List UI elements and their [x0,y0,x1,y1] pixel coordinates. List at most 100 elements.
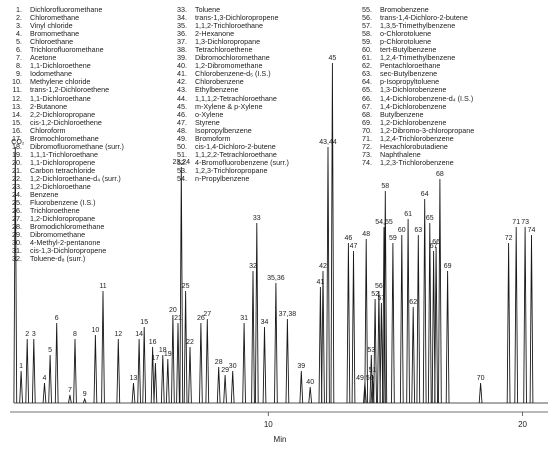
legend-compound-name: Styrene [195,117,220,127]
legend-column-3: 55. Bromobenzene 56. trans-1,4-Dichloro-2-b… [356,5,474,167]
legend-compound-name: Dibromochloromethane [195,53,270,63]
legend-entry: 25. Fluorobenzene (I.S.) [6,199,124,207]
legend-entry: 1. Dichlorofluoromethane [6,5,124,14]
peak-label: 4 [43,375,47,382]
peak-label: 32 [249,263,257,270]
chromatogram-peak [308,386,313,404]
peak-label: 23,24 [173,159,191,166]
chromatogram-peak [160,354,165,404]
legend-entry: 63. sec-Butylbenzene [356,70,474,78]
peak-label: 6 [55,315,59,322]
peak-label: 41 [317,279,325,286]
chromatogram-peak [506,242,511,404]
legend-compound-name: 1,1,2-Trichloroethane [195,21,264,31]
legend-entry: 33. Toluene [171,5,289,14]
legend-number: 20. [12,157,22,167]
legend-compound-name: Chloroethane [30,37,74,47]
legend-compound-name: 1,1-Dichloroethene [30,61,91,71]
legend-compound-name: Ethylbenzene [195,85,239,95]
legend-number: 64. [362,77,372,87]
legend-number: 41. [177,69,187,79]
legend-number: 66. [362,93,372,103]
peak-label: 33 [253,215,261,222]
legend-number: 58. [362,29,372,39]
chromatogram-peak [131,382,136,404]
legend-entry: 49. Bromoform [171,134,289,143]
legend-entry: 12. 1,1-Dichloroethane [6,93,124,103]
solvent-peak-label: CO₂ [11,139,24,146]
peak-label: 16 [149,339,157,346]
chromatogram-peak [321,270,325,404]
legend-number: 46. [177,109,187,119]
peak-label: 15 [140,319,148,326]
legend-entry: 41. Chlorobenzene-d₅ (I.S.) [171,70,289,78]
legend-entry: 32. Toluene-d₈ (surr.) [6,255,124,263]
legend-entry: 47. Styrene [171,117,289,127]
peak-label: 31 [240,315,248,322]
legend-compound-name: Isopropylbenzene [195,125,252,135]
legend-compound-name: Chlorobenzene [195,77,244,87]
legend-number: 67. [362,101,372,111]
legend-compound-name: Chloroform [30,125,66,135]
peak-label: 17 [152,355,160,362]
peak-label: 22 [186,339,194,346]
chromatogram-peak [383,190,388,404]
legend-number: 52. [177,157,187,167]
legend-number: 17. [12,133,22,143]
legend-number: 65. [362,85,372,95]
legend-number: 31. [12,246,22,256]
chromatogram-peak [116,338,121,404]
legend-compound-name: 4-Methyl-2-pentanone [30,238,101,248]
legend-number: 12. [12,93,22,103]
peak-label: 57 [378,295,386,302]
legend-compound-name: 1,2-Dichlorobenzene [380,117,447,127]
legend-entry: 62. Pentachloroethane [356,62,474,70]
legend-entry: 29. Dibromomethane [6,231,124,239]
legend-number: 23. [12,182,22,192]
legend-number: 18. [12,141,22,151]
peak-label: 5 [48,347,52,354]
legend-compound-name: 1,1,1-Trichloroethane [30,149,99,159]
legend-compound-name: Trichloroethene [30,206,80,216]
legend-compound-name: 1,2-Dichloropropane [30,214,96,224]
chromatogram-peak [262,326,267,404]
peak-label: 27 [203,311,211,318]
legend-entry: 58. o-Chlorotoluene [356,30,474,38]
legend-entry: 13. 2-Butanone [6,102,124,111]
legend-compound-name: 2-Hexanone [195,29,235,39]
legend-entry: 54. n-Propylbenzene [171,174,289,183]
legend-number: 53. [177,165,187,175]
peak-label: 59 [389,235,397,242]
legend-number: 50. [177,141,187,151]
peak-label: 69 [444,263,452,270]
chromatogram-peak [171,314,175,404]
peak-label: 37,38 [279,311,297,318]
legend-number: 8. [16,61,22,71]
peak-label: 11 [99,283,106,290]
chromatogram-peak [176,322,180,404]
chromatogram-peak [230,370,235,404]
legend-number: 51. [177,149,187,159]
legend-number: 4. [16,29,22,39]
peak-label: 58 [381,183,389,190]
legend-entry: 8. 1,1-Dichloroethene [6,62,124,70]
chromatogram-peak [179,166,184,404]
legend-compound-name: Fluorobenzene (I.S.) [30,198,96,208]
legend-compound-name: Chlorobenzene-d₅ (I.S.) [195,69,271,79]
chromatogram-peak [254,222,259,404]
chromatogram-peak [285,318,290,404]
legend-entry: 27. 1,2-Dichloropropane [6,215,124,223]
legend-entry: 74. 1,2,3-Trichlorobenzene [356,158,474,167]
peak-traces [13,62,548,404]
peak-label: 68 [436,171,444,178]
peak-label: 67 [430,243,438,250]
chromatogram-peak [351,250,356,404]
legend-number: 44. [177,93,187,103]
chromatogram-peak [523,226,527,404]
legend-compound-name: 1,3,5-Trimethylbenzene [380,21,456,31]
chromatogram-peak [379,302,384,404]
peak-label: 40 [306,379,314,386]
peak-label: 51 [369,367,377,374]
legend-compound-name: 1,4-Dichlorobenzene-d₄ (I.S.) [380,93,474,103]
legend-entry: 28. Bromodichloromethane [6,223,124,231]
